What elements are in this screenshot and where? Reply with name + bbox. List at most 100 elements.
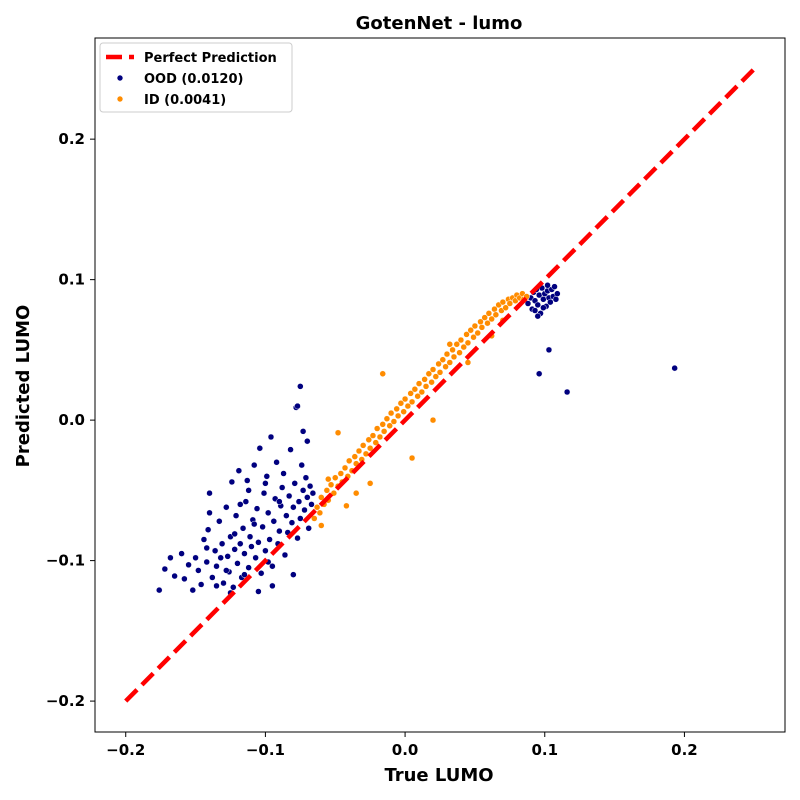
data-point — [386, 422, 393, 429]
data-point — [211, 547, 219, 555]
data-point — [379, 370, 386, 378]
data-point — [218, 540, 226, 547]
data-point — [327, 481, 335, 488]
data-point — [305, 525, 312, 532]
data-point — [304, 494, 311, 501]
data-point — [216, 518, 223, 525]
data-point — [422, 383, 430, 390]
data-point — [414, 392, 421, 400]
data-point — [223, 567, 230, 574]
data-point — [547, 298, 554, 306]
data-point — [397, 400, 405, 407]
data-point — [318, 522, 325, 529]
data-point — [535, 370, 543, 378]
data-point — [488, 315, 495, 323]
data-point — [209, 574, 216, 581]
legend: Perfect Prediction OOD (0.0120) ID (0.00… — [99, 42, 293, 113]
data-point — [178, 550, 185, 557]
data-point — [204, 526, 212, 533]
data-point — [297, 515, 304, 522]
data-point — [276, 527, 283, 535]
data-point — [283, 512, 290, 519]
data-point — [432, 373, 440, 380]
x-tick-label: 0.2 — [671, 741, 698, 759]
y-tick-label: −0.2 — [46, 692, 85, 710]
data-point — [262, 547, 269, 555]
data-point — [449, 346, 456, 354]
data-point — [237, 501, 244, 508]
y-axis: −0.2 −0.1 0.0 0.1 0.2 — [46, 130, 95, 710]
data-point — [264, 509, 272, 517]
data-point — [269, 562, 276, 570]
data-point — [442, 363, 449, 370]
data-point — [294, 402, 301, 410]
data-point — [457, 336, 465, 344]
data-point — [401, 395, 409, 403]
data-point — [524, 300, 532, 307]
data-point — [156, 586, 163, 594]
data-point — [230, 584, 237, 591]
data-point — [481, 314, 488, 321]
data-point — [446, 341, 454, 348]
data-point — [331, 474, 339, 481]
data-point — [250, 461, 258, 469]
data-point — [267, 433, 275, 441]
data-point — [244, 477, 251, 484]
data-point — [167, 554, 174, 562]
data-point — [308, 501, 315, 508]
data-point — [387, 409, 395, 417]
data-point — [499, 298, 507, 306]
plot-frame — [94, 37, 786, 733]
data-point — [269, 582, 276, 590]
data-point — [323, 487, 331, 494]
data-point — [345, 457, 353, 465]
data-point — [456, 349, 463, 356]
data-point — [161, 565, 169, 573]
data-point — [197, 581, 205, 588]
data-point — [366, 444, 374, 452]
data-point — [343, 502, 350, 510]
data-point — [206, 509, 213, 517]
y-tick-label: −0.1 — [46, 552, 85, 570]
data-point — [443, 350, 451, 358]
data-point — [531, 307, 539, 314]
data-point — [311, 515, 318, 522]
data-point — [253, 505, 261, 512]
data-point — [306, 482, 314, 490]
data-point — [408, 454, 416, 462]
data-point — [418, 388, 426, 396]
data-point — [429, 366, 437, 373]
data-point — [220, 579, 227, 587]
data-point — [484, 319, 491, 327]
data-point — [255, 539, 262, 546]
data-point — [366, 480, 374, 487]
data-point — [379, 421, 386, 428]
data-point — [540, 296, 547, 303]
legend-swatch-id — [116, 95, 124, 103]
data-point — [425, 370, 433, 378]
data-point — [439, 356, 447, 363]
data-point — [288, 519, 296, 526]
data-point — [474, 329, 481, 337]
data-point — [228, 478, 236, 486]
data-point — [400, 408, 407, 415]
data-point — [435, 360, 442, 368]
data-point — [181, 575, 188, 583]
data-point — [428, 378, 435, 386]
x-tick-label: 0.1 — [531, 741, 558, 759]
data-point — [369, 432, 377, 439]
data-point — [278, 484, 286, 491]
data-point — [540, 304, 547, 311]
data-point — [206, 489, 213, 497]
data-point — [421, 376, 428, 383]
chart-title: GotenNet - lumo — [356, 13, 523, 34]
data-point — [294, 534, 301, 542]
data-point — [262, 480, 269, 487]
data-point — [213, 582, 220, 590]
data-point — [234, 560, 241, 567]
data-point — [372, 439, 379, 446]
x-axis-label: True LUMO — [384, 765, 493, 786]
data-point — [408, 398, 416, 406]
data-point — [383, 415, 391, 422]
data-point — [544, 282, 551, 289]
